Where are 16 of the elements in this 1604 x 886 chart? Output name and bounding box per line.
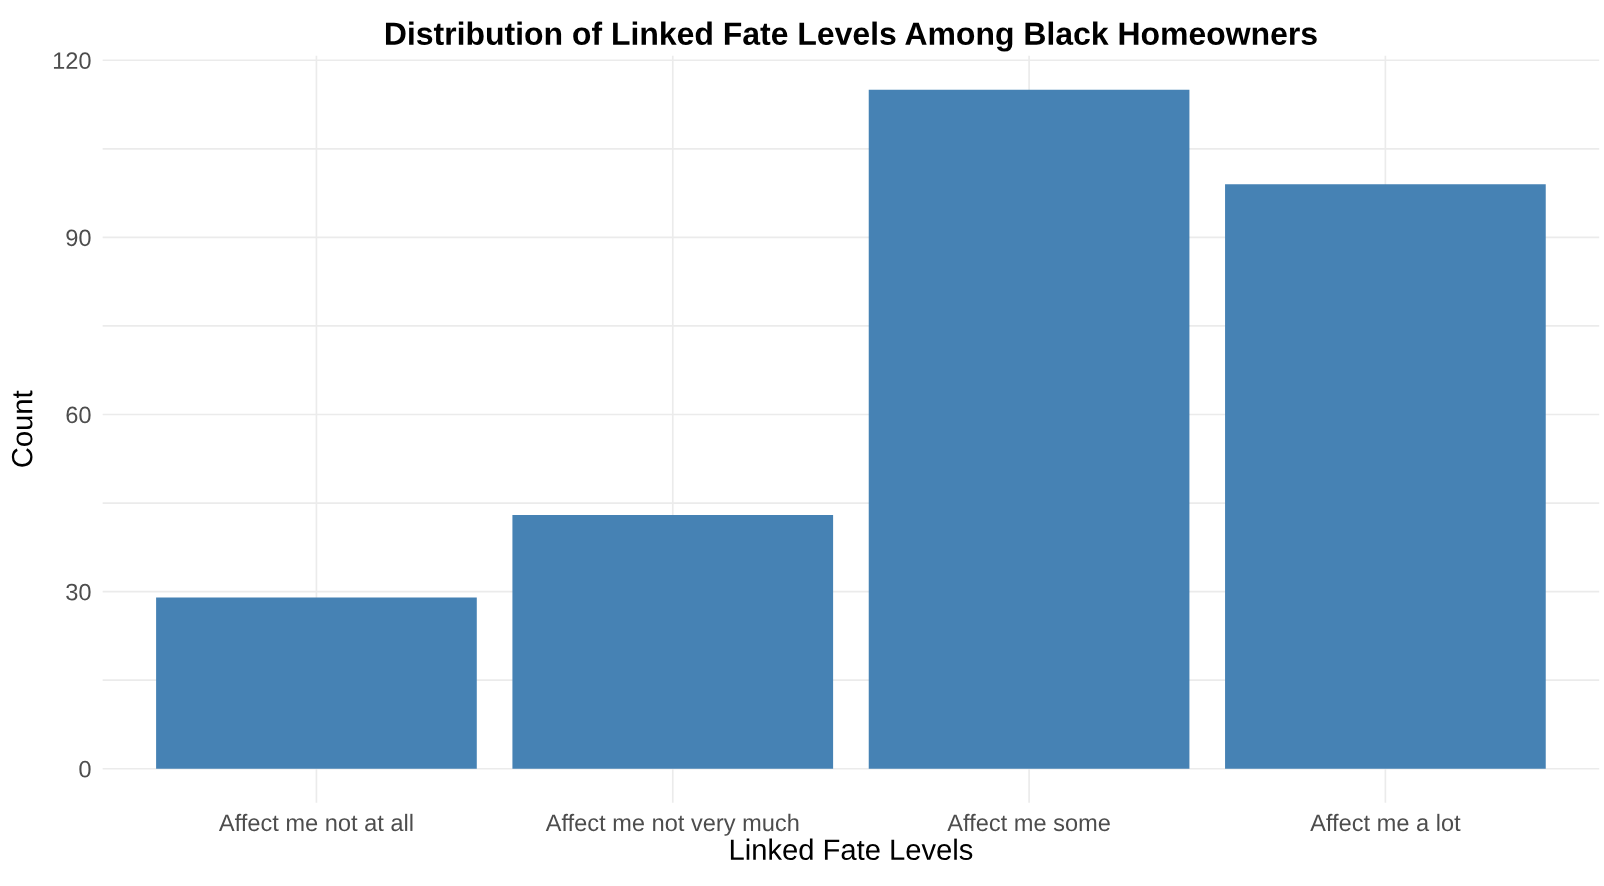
x-axis-title: Linked Fate Levels bbox=[730, 838, 973, 861]
y-tick-label: 30 bbox=[66, 583, 91, 601]
chart-title: Distribution of Linked Fate Levels Among Black Homeowners bbox=[385, 21, 1317, 52]
x-tick-label: Affect me not at all bbox=[218, 813, 413, 832]
y-tick-label: 90 bbox=[66, 229, 91, 247]
y-tick-label: 60 bbox=[66, 406, 91, 424]
y-tick-label: 0 bbox=[79, 760, 91, 778]
bar bbox=[868, 89, 1190, 769]
bar bbox=[156, 597, 477, 769]
y-axis-title: Count bbox=[11, 390, 33, 467]
bar bbox=[512, 514, 834, 769]
x-tick-label: Affect me not very much bbox=[545, 813, 799, 836]
bar bbox=[1225, 184, 1546, 769]
y-tick-label: 120 bbox=[53, 52, 91, 70]
x-tick-label: Affect me a lot bbox=[1310, 813, 1461, 832]
x-tick-label: Affect me some bbox=[947, 813, 1110, 832]
